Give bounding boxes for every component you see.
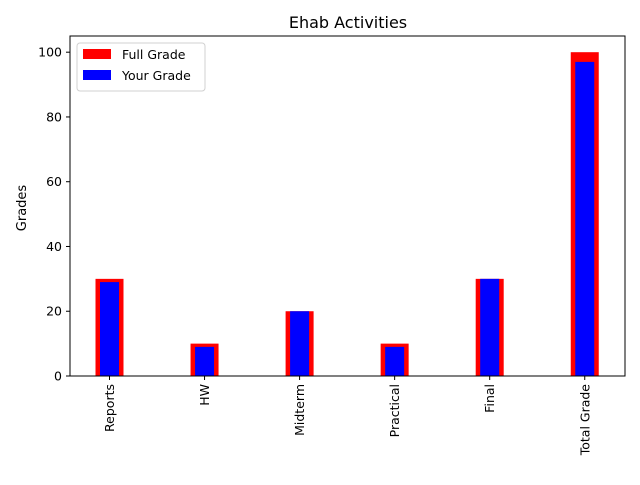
y-ticks-group: 0 20 40 60 80 100	[38, 45, 70, 384]
bar-your-grade-1	[195, 346, 215, 376]
y-tick-label-5: 100	[38, 45, 62, 60]
x-tick-label-4: Final	[482, 384, 497, 413]
y-axis-label: Grades	[15, 185, 30, 232]
bar-your-grade-0	[100, 282, 119, 376]
bar-your-grade-3	[385, 346, 405, 376]
x-tick-label-3: Practical	[387, 384, 402, 437]
x-tick-label-5: Total Grade	[577, 384, 592, 457]
legend-swatch-0	[83, 49, 111, 59]
x-tick-label-1: HW	[197, 384, 212, 406]
y-tick-label-3: 60	[46, 174, 62, 189]
x-tick-label-2: Midterm	[292, 384, 307, 436]
y-tick-label-4: 80	[46, 109, 62, 124]
bar-your-grade-4	[480, 278, 500, 376]
x-ticks-group: Reports HW Midterm Practical Final Total Grad…	[102, 376, 592, 456]
legend-swatch-1	[83, 70, 111, 80]
legend: Full Grade Your Grade	[76, 42, 206, 92]
bar-your-grade-5	[575, 61, 595, 377]
y-tick-label-0: 0	[54, 369, 62, 384]
chart-title: Ehab Activities	[289, 13, 407, 32]
legend-label-0: Full Grade	[122, 47, 186, 62]
bar-your-grade-2	[290, 311, 310, 376]
plot-frame	[69, 35, 626, 377]
bars-group	[95, 52, 599, 377]
y-tick-label-1: 20	[46, 304, 62, 319]
x-tick-label-0: Reports	[102, 384, 117, 432]
legend-label-1: Your Grade	[121, 68, 191, 83]
y-tick-label-2: 40	[46, 239, 62, 254]
